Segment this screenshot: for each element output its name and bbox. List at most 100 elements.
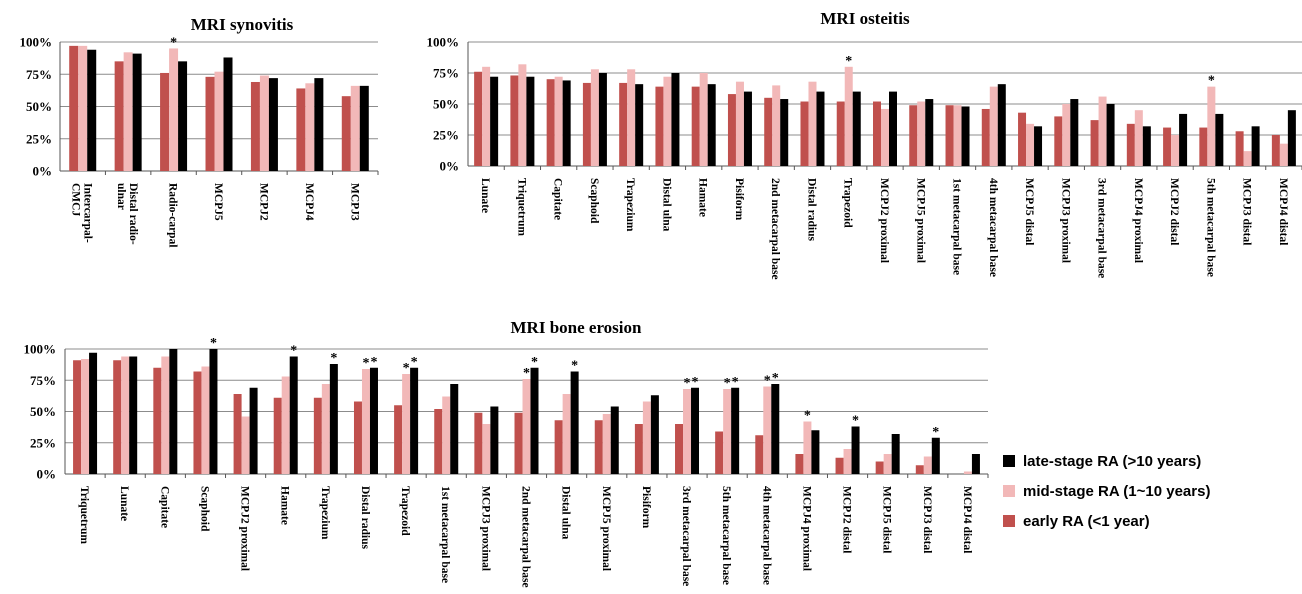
category-label: MCPJ5 distal xyxy=(881,486,893,553)
bar-osteitis-early xyxy=(474,71,483,166)
bar-erosion-early xyxy=(554,420,563,474)
bar-erosion-late xyxy=(731,387,740,474)
bar-synovitis-early xyxy=(296,88,306,171)
bar-erosion-mid xyxy=(361,369,370,474)
y-tick-label: 75% xyxy=(30,373,56,388)
bar-erosion-late xyxy=(530,367,539,474)
bar-erosion-early xyxy=(193,371,202,474)
bar-osteitis-early xyxy=(510,75,519,166)
bar-osteitis-late xyxy=(1034,126,1043,166)
bar-erosion-mid xyxy=(642,401,651,474)
bar-erosion-early xyxy=(474,412,483,474)
bar-erosion-early xyxy=(514,412,523,474)
bar-synovitis-late xyxy=(132,53,142,171)
category-label-text: Radio-carpal xyxy=(167,183,179,248)
significance-marker: * xyxy=(932,425,939,440)
bar-erosion-early xyxy=(73,360,82,474)
bar-synovitis-early xyxy=(69,45,79,172)
category-label-text: Lunate xyxy=(479,178,491,213)
bar-erosion-mid xyxy=(562,394,571,474)
category-label: Radio-carpal xyxy=(167,183,179,248)
significance-marker: * xyxy=(330,351,337,366)
y-tick-label: 0% xyxy=(440,159,460,174)
category-label: Lunate xyxy=(479,178,491,213)
category-label-text: Scaphoid xyxy=(588,178,600,224)
legend-item-late: late-stage RA (>10 years) xyxy=(1003,446,1298,476)
significance-marker: * xyxy=(362,356,369,371)
category-label: Lunate xyxy=(118,486,130,521)
bar-osteitis-early xyxy=(691,86,700,166)
bar-erosion-mid xyxy=(683,389,692,474)
category-label: MCPJ2 xyxy=(257,183,269,221)
significance-marker: * xyxy=(411,355,418,370)
significance-marker: * xyxy=(403,361,410,376)
category-label-text: 3rd metacarpal base xyxy=(1096,178,1108,278)
category-label: 5th metacarpal base xyxy=(720,486,732,585)
bar-erosion-mid xyxy=(723,389,732,474)
bar-osteitis-early xyxy=(582,82,591,166)
bar-osteitis-early xyxy=(945,105,954,166)
category-label: Scaphoid xyxy=(198,486,210,532)
category-label: MCPJ3 proximal xyxy=(479,486,491,571)
bar-erosion-mid xyxy=(803,421,812,474)
bar-erosion-mid xyxy=(963,471,972,474)
significance-marker: * xyxy=(290,344,297,359)
bar-osteitis-late xyxy=(852,91,861,166)
bar-osteitis-late xyxy=(635,84,644,166)
category-label-text: Pisiform xyxy=(640,486,652,529)
category-label: MCPJ2 distal xyxy=(1168,178,1180,245)
bar-erosion-early xyxy=(594,420,603,474)
bar-erosion-mid xyxy=(241,416,250,474)
bar-erosion-mid xyxy=(81,359,90,474)
significance-marker: * xyxy=(724,376,731,391)
bar-erosion-early xyxy=(273,397,282,474)
category-label-text: Trapezoid xyxy=(399,486,411,536)
bar-erosion-early xyxy=(434,409,443,474)
category-label-text: MCPJ2 proximal xyxy=(239,486,251,571)
bar-erosion-late xyxy=(851,426,860,474)
bar-synovitis-mid xyxy=(169,48,179,172)
category-label-text: MCPJ2 xyxy=(257,183,269,221)
category-label-text: Capitate xyxy=(552,178,564,220)
bar-osteitis-early xyxy=(764,97,773,166)
bar-osteitis-late xyxy=(562,80,571,166)
significance-marker: * xyxy=(571,359,578,374)
legend: late-stage RA (>10 years) mid-stage RA (… xyxy=(1003,446,1298,536)
significance-marker: * xyxy=(370,355,377,370)
y-tick-label: 25% xyxy=(26,131,52,146)
bar-erosion-late xyxy=(129,356,138,474)
bar-osteitis-late xyxy=(997,84,1006,166)
category-label-text: MCPJ3 proximal xyxy=(479,486,491,571)
chart-synovitis: MRI synovitis 0% 25% 50% 75% 100% Intercarpal-… xyxy=(20,15,379,248)
bar-osteitis-early xyxy=(800,101,809,166)
bar-osteitis-mid xyxy=(663,76,672,166)
significance-marker: * xyxy=(845,54,852,69)
y-tick-label: 25% xyxy=(433,128,459,143)
bar-osteitis-mid xyxy=(953,105,962,166)
bar-erosion-early xyxy=(153,367,162,474)
bar-osteitis-late xyxy=(598,73,607,166)
bar-osteitis-early xyxy=(1163,127,1172,166)
bar-erosion-early xyxy=(915,465,924,474)
bar-erosion-early xyxy=(755,435,764,474)
bar-osteitis-early xyxy=(1271,135,1280,166)
bar-erosion-late xyxy=(570,371,579,474)
category-label: MCPJ2 proximal xyxy=(878,178,890,263)
category-label-text: ulnar xyxy=(115,183,127,210)
significance-marker: * xyxy=(1208,74,1215,89)
category-label-text: Distal ulna xyxy=(660,178,672,232)
bar-erosion-late xyxy=(771,384,780,474)
bar-osteitis-mid xyxy=(1062,104,1071,166)
category-label: MCPJ3 xyxy=(348,183,360,221)
bar-osteitis-late xyxy=(889,91,897,166)
bar-osteitis-mid xyxy=(917,101,926,166)
y-tick-label: 75% xyxy=(433,66,459,81)
legend-item-mid: mid-stage RA (1~10 years) xyxy=(1003,476,1298,506)
chart-title-erosion: MRI bone erosion xyxy=(511,318,643,337)
category-label-text: 2nd metacarpal base xyxy=(769,178,781,280)
category-label: Pisiform xyxy=(733,178,745,221)
bar-erosion-mid xyxy=(201,366,210,474)
category-label-text: MCPJ5 xyxy=(212,183,224,221)
bar-osteitis-late xyxy=(526,76,535,166)
bar-synovitis-early xyxy=(250,81,260,171)
